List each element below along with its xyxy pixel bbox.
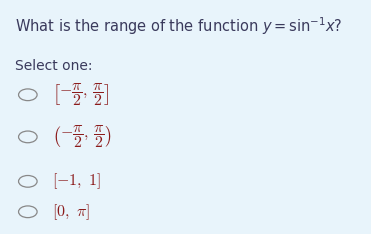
Text: $\left[-\dfrac{\pi}{2},\, \dfrac{\pi}{2}\right]$: $\left[-\dfrac{\pi}{2},\, \dfrac{\pi}{2}… bbox=[52, 81, 109, 108]
Text: Select one:: Select one: bbox=[15, 58, 92, 73]
Text: $[0,\ \pi]$: $[0,\ \pi]$ bbox=[52, 202, 90, 222]
Text: $[-1,\ 1]$: $[-1,\ 1]$ bbox=[52, 172, 101, 191]
Text: What is the range of the function $y = \sin^{-1}\!x$?: What is the range of the function $y = \… bbox=[15, 15, 342, 37]
Text: $\left(-\dfrac{\pi}{2},\, \dfrac{\pi}{2}\right)$: $\left(-\dfrac{\pi}{2},\, \dfrac{\pi}{2}… bbox=[52, 123, 111, 150]
